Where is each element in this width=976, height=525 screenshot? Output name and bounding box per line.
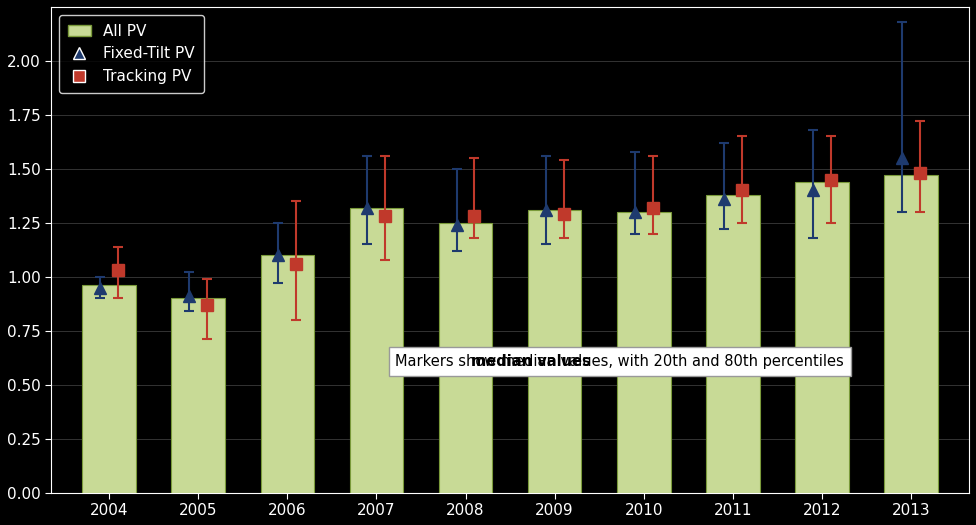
Bar bbox=[528, 210, 582, 492]
Text: median values: median values bbox=[470, 354, 590, 369]
Bar bbox=[82, 286, 136, 492]
Bar bbox=[884, 175, 938, 492]
Bar bbox=[261, 255, 314, 492]
Legend: All PV, Fixed-Tilt PV, Tracking PV: All PV, Fixed-Tilt PV, Tracking PV bbox=[59, 15, 204, 93]
Bar bbox=[439, 223, 492, 492]
Bar bbox=[707, 195, 759, 492]
Bar bbox=[617, 212, 671, 492]
Bar bbox=[349, 208, 403, 492]
Bar bbox=[172, 298, 224, 492]
Text: Markers show median values, with 20th and 80th percentiles: Markers show median values, with 20th an… bbox=[395, 354, 844, 369]
Bar bbox=[795, 182, 849, 492]
Text: Markers show median values, with 20th and 80th percentiles: Markers show median values, with 20th an… bbox=[395, 354, 844, 369]
